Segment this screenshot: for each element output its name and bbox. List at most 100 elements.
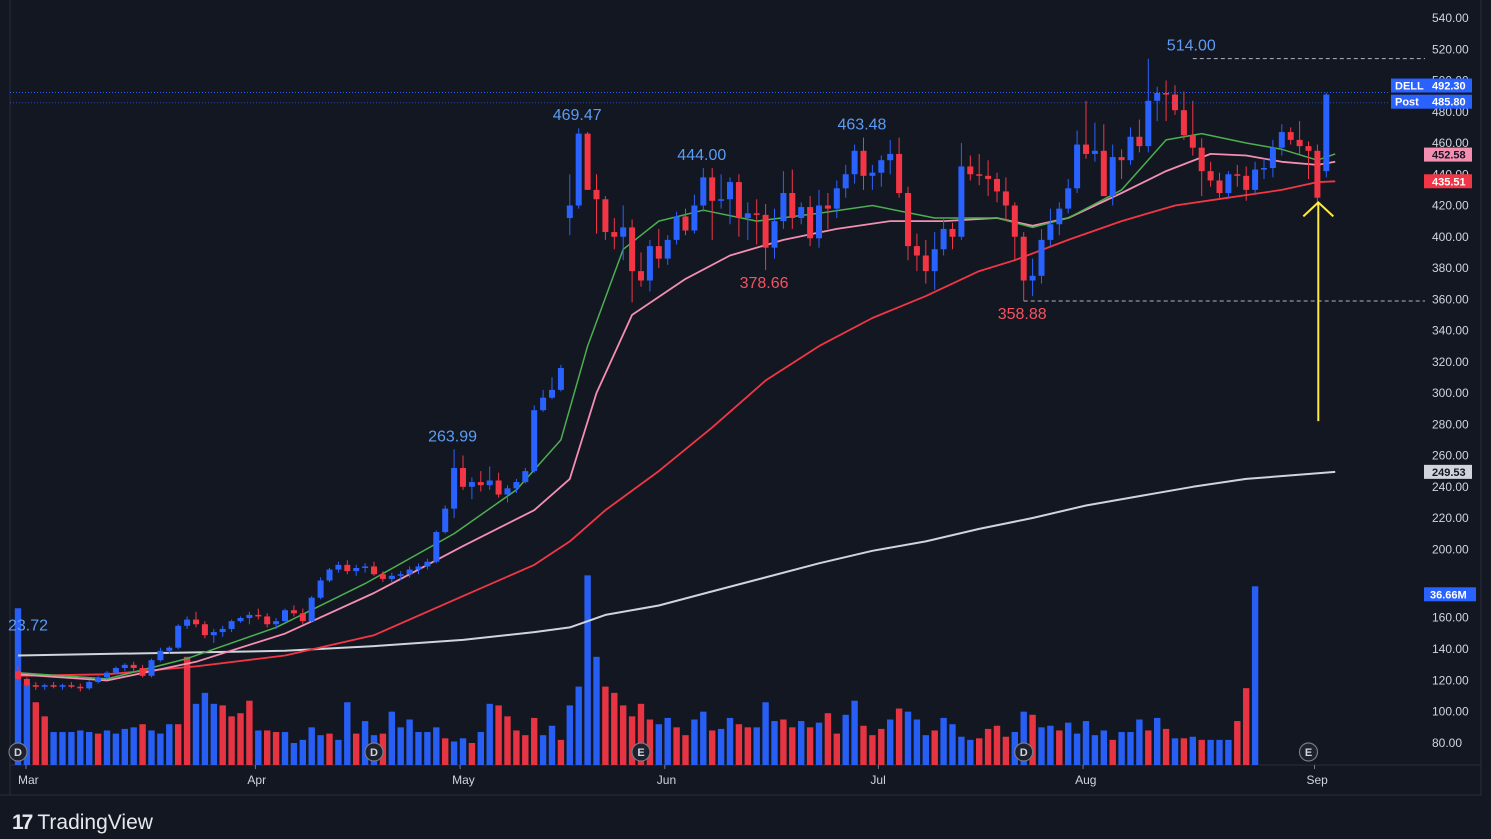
volume-bar bbox=[717, 728, 725, 765]
candle bbox=[228, 619, 235, 633]
volume-bar bbox=[424, 732, 431, 765]
tradingview-wordmark: TradingView bbox=[37, 811, 153, 834]
candle-body bbox=[184, 619, 191, 626]
candle-body bbox=[1296, 139, 1303, 147]
high-low-label: 469.47 bbox=[553, 107, 602, 124]
candle bbox=[566, 174, 573, 236]
volume-bar bbox=[255, 730, 262, 765]
candle-body bbox=[718, 199, 725, 201]
volume-bar bbox=[210, 703, 217, 765]
candle bbox=[1047, 208, 1054, 247]
candle bbox=[1083, 100, 1089, 159]
volume-bars bbox=[14, 575, 1259, 765]
candle bbox=[371, 561, 377, 576]
candle bbox=[335, 561, 342, 573]
candle-body bbox=[264, 616, 271, 625]
volume-bar bbox=[442, 738, 449, 765]
candle bbox=[326, 568, 333, 583]
candle bbox=[735, 174, 742, 237]
tradingview-logo[interactable]: 17 TradingView bbox=[12, 810, 153, 836]
candle bbox=[816, 189, 822, 248]
candle-body bbox=[406, 569, 413, 575]
candle-body bbox=[522, 471, 529, 483]
candle bbox=[1243, 166, 1250, 201]
candle-body bbox=[744, 213, 751, 218]
candle bbox=[780, 171, 787, 229]
volume-bar bbox=[913, 719, 921, 765]
event-label: D bbox=[1020, 747, 1028, 759]
candle-body bbox=[1225, 174, 1232, 193]
x-tick-label: Jun bbox=[657, 773, 676, 787]
candle bbox=[32, 682, 39, 690]
volume-bar bbox=[1225, 739, 1232, 765]
candle bbox=[860, 137, 867, 190]
volume-bar bbox=[468, 743, 476, 765]
volume-bar bbox=[557, 739, 565, 765]
candle-body bbox=[59, 685, 66, 687]
candles bbox=[15, 58, 1330, 692]
candle-body bbox=[175, 625, 182, 648]
y-tick-label: 260.00 bbox=[1432, 449, 1469, 463]
candle-body bbox=[95, 677, 102, 683]
candle bbox=[246, 611, 253, 625]
candle bbox=[362, 563, 369, 573]
candle-body bbox=[112, 668, 119, 673]
candle bbox=[68, 682, 75, 689]
volume-bar bbox=[299, 739, 306, 765]
volume-bar bbox=[789, 727, 796, 765]
volume-bar bbox=[842, 714, 849, 765]
candle-body bbox=[379, 574, 386, 579]
candle-body bbox=[237, 618, 244, 622]
y-tick-label: 520.00 bbox=[1432, 42, 1469, 56]
candle-body bbox=[1091, 150, 1098, 154]
volume-bar bbox=[539, 735, 547, 765]
candle-body bbox=[540, 397, 547, 411]
candle-body bbox=[15, 671, 21, 679]
volume-bar bbox=[1162, 728, 1170, 765]
candle bbox=[584, 132, 591, 190]
volume-bar bbox=[41, 716, 48, 765]
candle-body bbox=[1029, 275, 1036, 281]
candle-body bbox=[86, 682, 93, 689]
candle-body bbox=[1234, 174, 1241, 176]
volume-bar bbox=[228, 716, 235, 765]
high-low-label: 463.48 bbox=[838, 117, 887, 134]
candle bbox=[1305, 141, 1312, 179]
y-tick-label: 360.00 bbox=[1432, 292, 1469, 306]
candle-body bbox=[1252, 169, 1259, 190]
volume-bar bbox=[1251, 586, 1259, 765]
price-tag: 492.30 DELL bbox=[1391, 78, 1472, 93]
candle-body bbox=[575, 133, 582, 206]
price-tag: 452.58 bbox=[1424, 147, 1472, 162]
volume-bar bbox=[201, 692, 209, 765]
volume-bar bbox=[806, 727, 814, 765]
candle-body bbox=[557, 368, 564, 390]
event-label: E bbox=[637, 747, 644, 759]
volume-bar bbox=[931, 730, 938, 765]
volume-bar bbox=[798, 721, 805, 765]
price-tag-label-bg bbox=[1391, 78, 1424, 93]
candle bbox=[967, 155, 974, 181]
candle bbox=[495, 472, 502, 498]
candle bbox=[1163, 80, 1170, 122]
volume-bar bbox=[112, 733, 120, 765]
candle-body bbox=[860, 150, 867, 176]
price-tag-bg bbox=[1424, 464, 1472, 479]
candle-body bbox=[878, 160, 885, 173]
y-tick-label: 380.00 bbox=[1432, 261, 1469, 275]
volume-bar bbox=[1065, 722, 1072, 765]
event-marker-d: D bbox=[364, 742, 384, 762]
volume-bar bbox=[744, 727, 751, 765]
candle bbox=[1038, 228, 1045, 284]
candle-body bbox=[931, 249, 938, 272]
candle-body bbox=[104, 672, 110, 678]
volume-bar bbox=[1243, 688, 1250, 765]
volume-bar bbox=[709, 730, 716, 765]
volume-bar bbox=[86, 732, 93, 765]
volume-bar bbox=[237, 713, 244, 765]
volume-bar bbox=[486, 703, 493, 765]
candle-body bbox=[638, 271, 644, 281]
volume-bar bbox=[77, 730, 84, 765]
candle-body bbox=[68, 685, 75, 687]
